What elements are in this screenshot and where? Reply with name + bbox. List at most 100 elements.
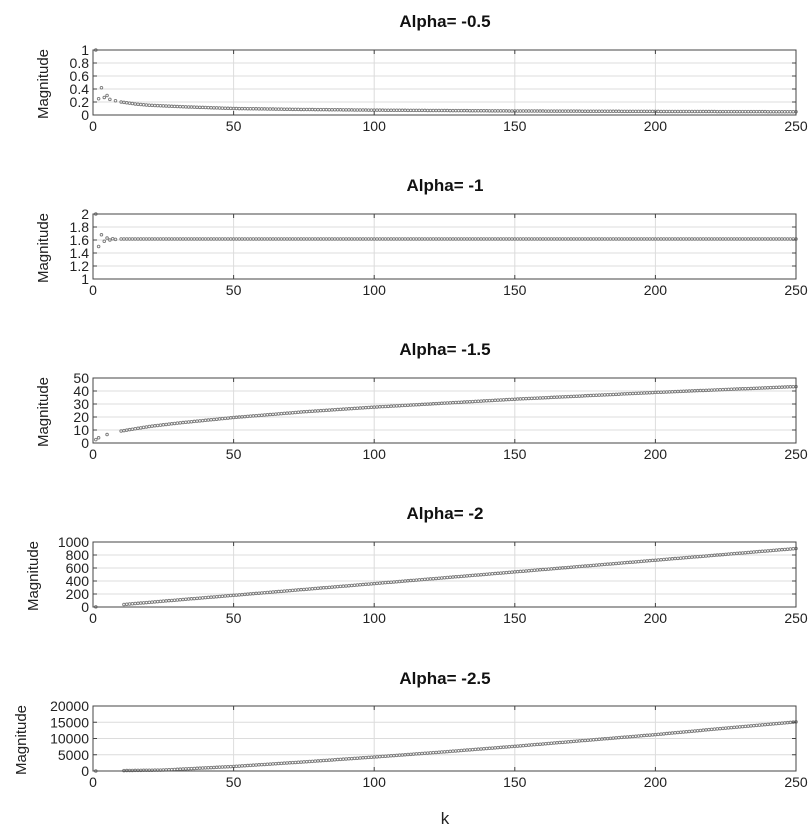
data-point: [574, 394, 579, 398]
data-point: [650, 558, 655, 563]
data-point: [172, 104, 177, 109]
data-point: [347, 108, 351, 112]
y-tick-label: 0: [81, 435, 89, 451]
data-point: [785, 385, 790, 389]
data-point: [127, 101, 132, 105]
data-point: [574, 565, 579, 569]
data-point: [597, 393, 601, 397]
data-point: [611, 237, 615, 241]
data-point: [549, 567, 554, 571]
data-point: [532, 237, 537, 241]
data-point: [732, 725, 736, 730]
data-point: [445, 749, 450, 754]
data-point: [288, 588, 292, 593]
data-point: [524, 396, 528, 401]
data-point: [780, 547, 784, 552]
data-point: [498, 237, 503, 241]
data-point: [234, 764, 239, 769]
data-point: [335, 108, 340, 112]
data-point: [245, 237, 250, 241]
data-point: [108, 97, 112, 102]
data-point: [529, 568, 534, 573]
data-point: [200, 105, 205, 110]
data-point: [198, 419, 202, 423]
data-point: [676, 556, 680, 561]
data-point: [586, 237, 590, 241]
data-point: [743, 550, 748, 555]
x-tick-label: 0: [89, 282, 97, 298]
data-point: [423, 751, 427, 756]
data-point: [198, 105, 202, 110]
data-point: [153, 600, 157, 604]
data-point: [442, 750, 447, 754]
data-point: [659, 390, 663, 394]
y-axis-label-3: Magnitude: [35, 377, 52, 447]
data-point: [313, 237, 317, 241]
data-point: [667, 109, 672, 114]
data-point: [383, 404, 388, 409]
data-point: [777, 237, 781, 241]
data-point: [757, 549, 762, 554]
data-point: [709, 237, 714, 241]
y-tick-label: 15000: [50, 714, 89, 730]
data-point: [293, 237, 298, 241]
data-point: [560, 740, 565, 745]
data-point: [791, 546, 795, 551]
data-point: [510, 570, 514, 574]
data-point: [498, 109, 503, 113]
data-point: [268, 237, 272, 241]
data-point: [791, 384, 795, 389]
y-axis-label-1: Magnitude: [35, 49, 52, 119]
data-point: [631, 237, 635, 241]
y-tick-label: 1.6: [70, 232, 90, 248]
data-point: [110, 236, 115, 241]
data-point: [504, 109, 509, 113]
data-point: [282, 237, 286, 241]
data-point: [296, 410, 301, 415]
data-point: [454, 749, 458, 753]
data-point: [588, 738, 593, 742]
data-point: [285, 589, 289, 593]
data-point: [701, 109, 705, 114]
data-point: [721, 387, 725, 392]
data-point: [209, 237, 213, 241]
data-point: [726, 109, 731, 114]
data-point: [642, 733, 646, 738]
data-point: [288, 411, 292, 415]
data-point: [558, 109, 562, 113]
data-point: [417, 237, 421, 241]
data-point: [223, 106, 227, 110]
data-point: [664, 557, 669, 562]
data-point: [423, 108, 427, 113]
data-point: [420, 577, 424, 582]
data-point: [628, 391, 632, 396]
data-point: [543, 567, 548, 572]
data-point: [546, 395, 551, 400]
data-point: [766, 109, 770, 114]
data-point: [482, 237, 486, 241]
data-point: [619, 735, 624, 740]
data-point: [282, 589, 286, 593]
y-tick-label: 0.8: [70, 55, 90, 71]
data-point: [392, 753, 396, 758]
data-point: [479, 572, 483, 577]
data-point: [293, 588, 298, 592]
data-point: [749, 386, 753, 391]
data-point: [498, 398, 503, 402]
data-point: [209, 595, 213, 599]
data-point: [198, 766, 202, 770]
data-point: [352, 756, 357, 761]
data-point: [330, 408, 334, 412]
data-point: [496, 571, 500, 576]
data-point: [200, 418, 205, 423]
data-point: [358, 108, 362, 112]
data-point: [237, 237, 241, 241]
data-point: [529, 396, 534, 401]
subplot-3: Alpha= -1.5 Magnitude 0 50 100 150 200 250 010…: [35, 340, 808, 462]
data-point: [552, 741, 556, 745]
data-point: [274, 412, 278, 416]
data-point: [259, 237, 264, 241]
data-point: [369, 108, 374, 112]
data-point: [746, 237, 750, 241]
data-point: [361, 756, 365, 760]
